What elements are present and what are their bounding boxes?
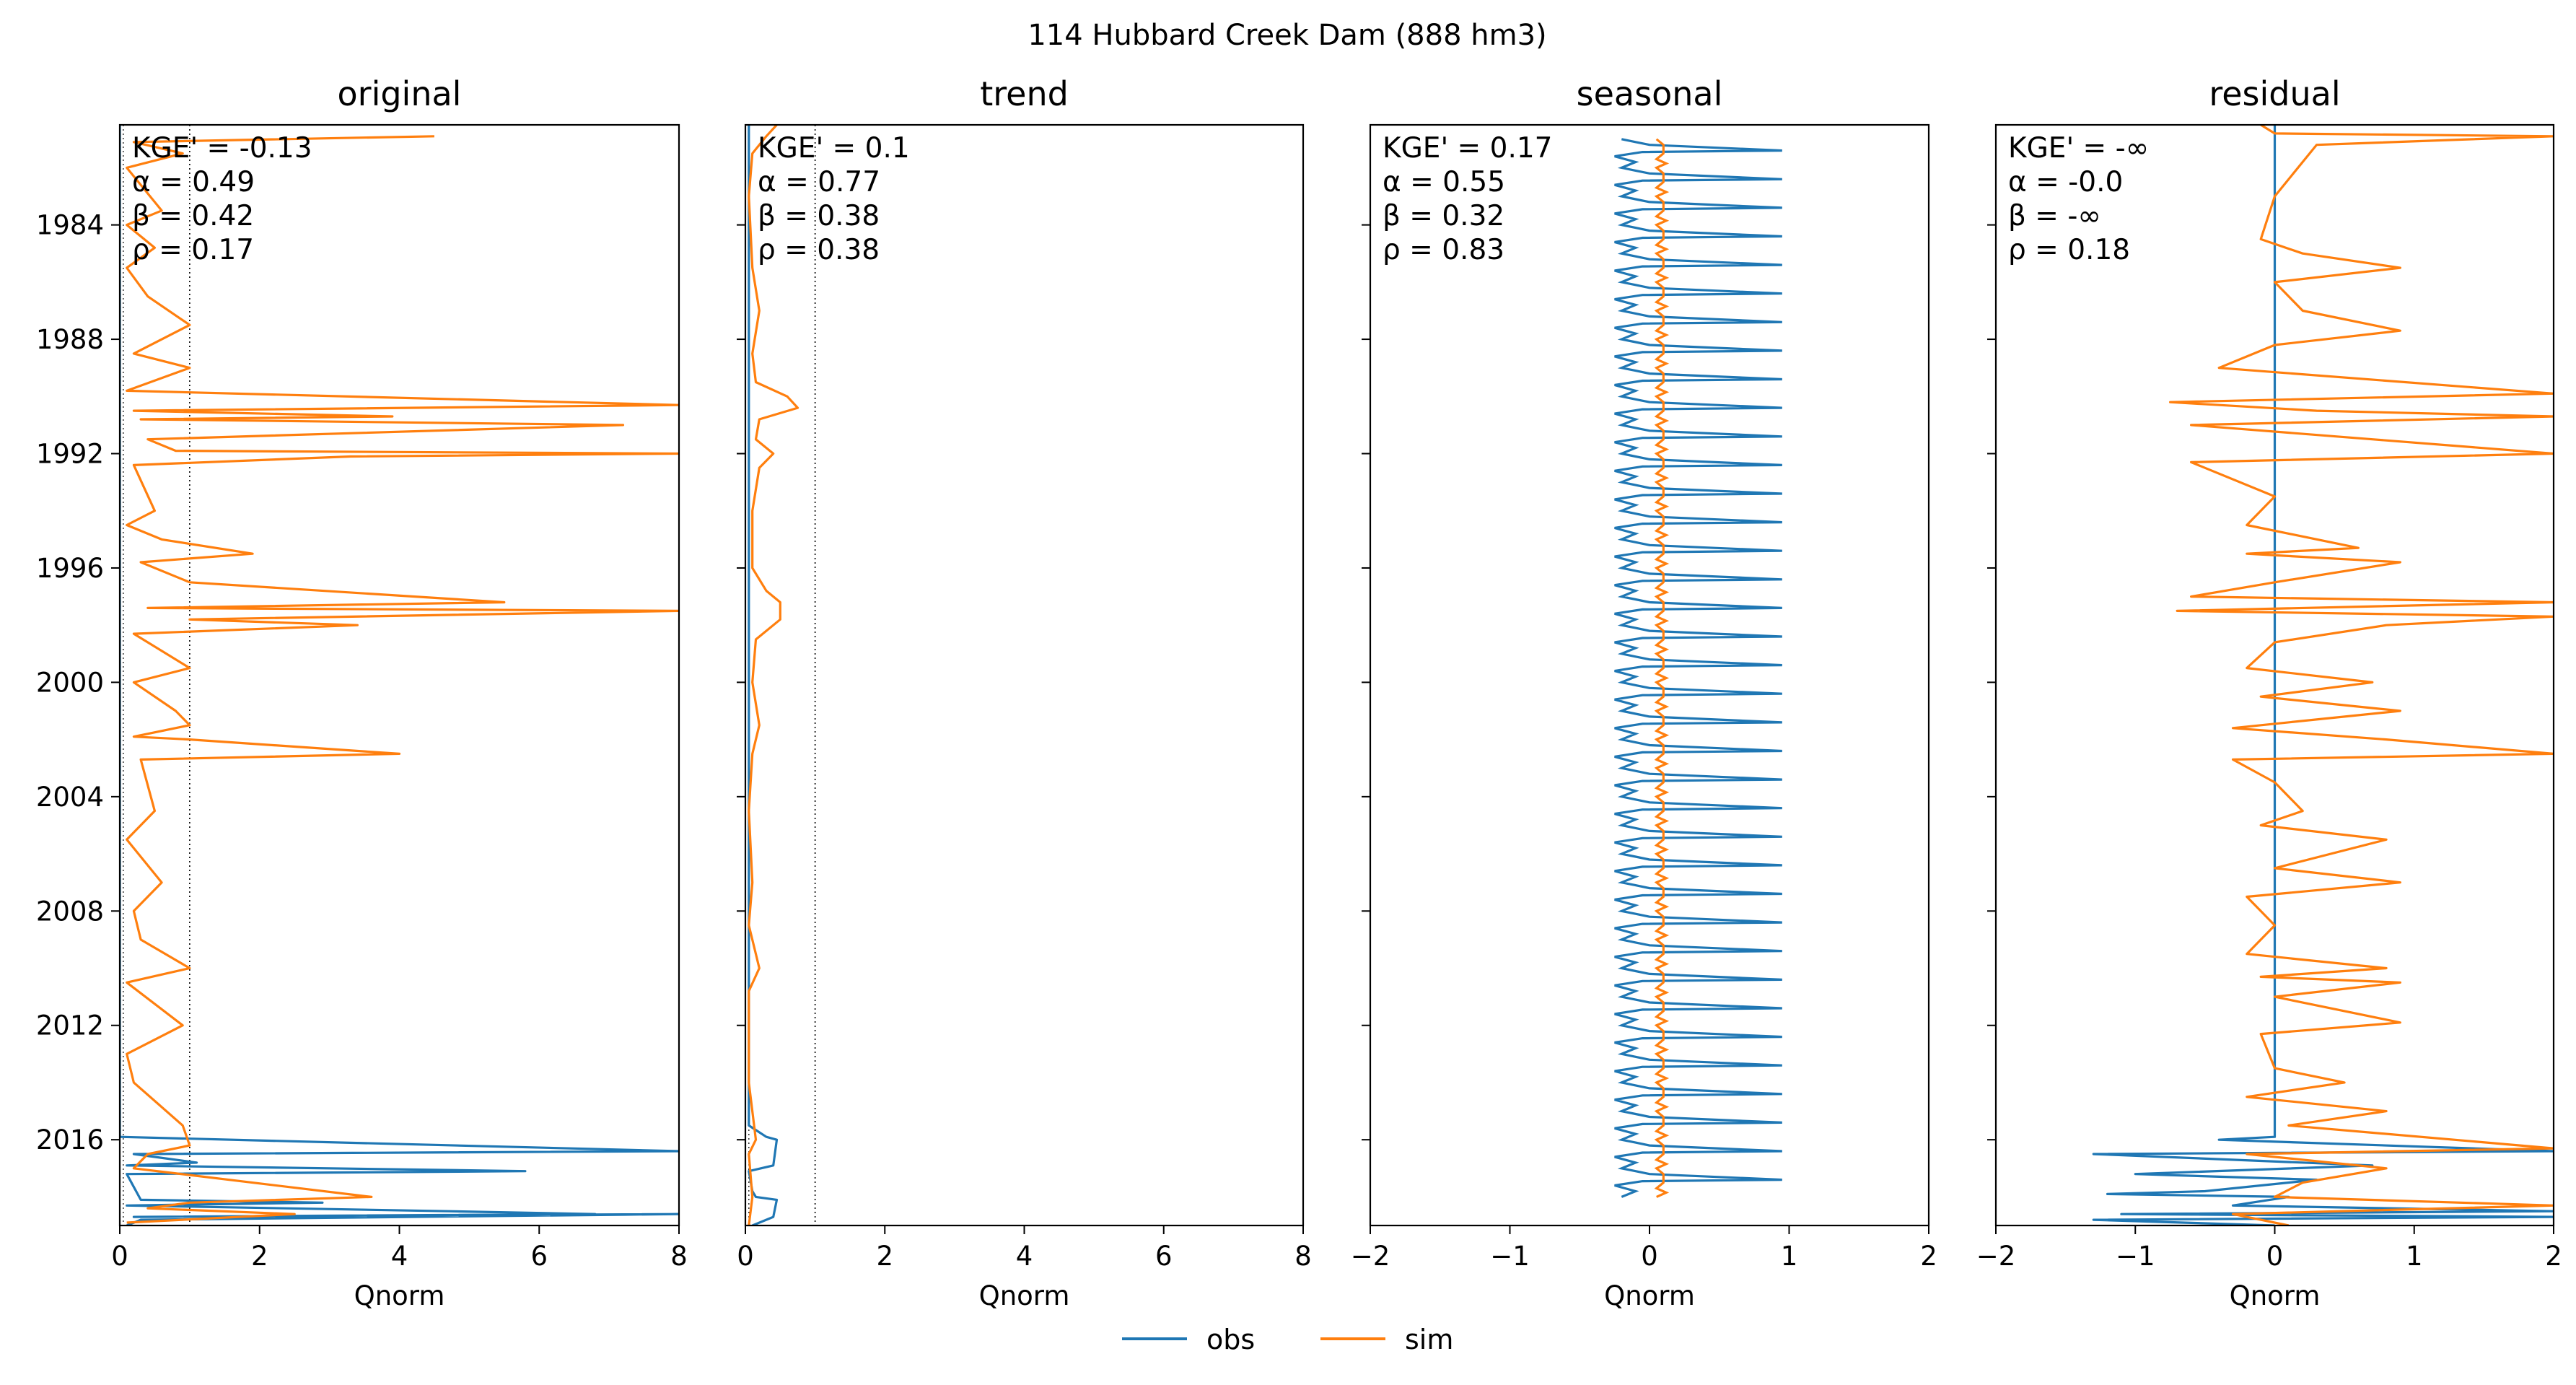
y-tick-label: 2008 [36, 896, 104, 927]
x-tick-label: 1 [2406, 1241, 2423, 1272]
panel-title: residual [2209, 74, 2340, 113]
x-tick-label: 2 [251, 1241, 268, 1272]
x-tick-label: 0 [111, 1241, 128, 1272]
x-tick-label: 6 [1155, 1241, 1173, 1272]
panel-title: seasonal [1577, 74, 1723, 113]
x-tick-label: 0 [1641, 1241, 1658, 1272]
panel-residual: residual −2 −1 0 1 2 Qnorm KGE' = -∞α = -0.0β =… [1976, 74, 2562, 1311]
series-sim-line [2169, 125, 2554, 1225]
metric-label: α = 0.49 [132, 166, 255, 198]
x-axis-label: Qnorm [1604, 1280, 1695, 1311]
series-obs-line [2092, 125, 2554, 1225]
series-obs-line [120, 125, 679, 1225]
panel-original: original 0 2 4 6 8 Qnorm 1984 1988 1992 1996 2000 20… [36, 74, 688, 1311]
metric-label: β = 0.32 [1383, 200, 1504, 232]
y-tick-label: 2000 [36, 667, 104, 698]
y-tick-label: 2016 [36, 1124, 104, 1155]
series-sim-line [1654, 138, 1670, 1198]
metric-label: α = 0.55 [1383, 166, 1505, 198]
metric-label: β = -∞ [2008, 200, 2101, 232]
x-axis-label: Qnorm [2230, 1280, 2321, 1311]
metric-label: ρ = 0.17 [132, 234, 254, 266]
panel-title: original [338, 74, 462, 113]
x-tick-label: 4 [1016, 1241, 1033, 1272]
y-tick-label: 1992 [36, 439, 104, 470]
x-tick-label: 6 [530, 1241, 548, 1272]
x-tick-label: 8 [1294, 1241, 1312, 1272]
figure-title: 114 Hubbard Creek Dam (888 hm3) [1028, 19, 1546, 52]
x-tick-label: 2 [876, 1241, 893, 1272]
legend: obs sim [1122, 1324, 1453, 1355]
panel-title: trend [980, 74, 1069, 113]
metric-label: β = 0.42 [132, 200, 254, 232]
x-tick-label: −2 [1351, 1241, 1390, 1272]
x-tick-label: −1 [2116, 1241, 2155, 1272]
legend-obs-label: obs [1206, 1324, 1255, 1355]
metric-label: ρ = 0.18 [2008, 234, 2130, 266]
x-tick-label: −2 [1976, 1241, 2016, 1272]
x-tick-label: 2 [2545, 1241, 2562, 1272]
y-tick-label: 1988 [36, 324, 104, 355]
y-tick-label: 1996 [36, 553, 104, 584]
series-sim-line [748, 125, 799, 1225]
metric-label: ρ = 0.38 [758, 234, 880, 266]
x-axis-label: Qnorm [979, 1280, 1070, 1311]
y-tick-label: 1984 [36, 210, 104, 241]
metric-label: KGE' = 0.17 [1383, 132, 1552, 165]
metric-label: ρ = 0.83 [1383, 234, 1504, 266]
x-tick-label: 8 [670, 1241, 688, 1272]
x-tick-label: 0 [2266, 1241, 2284, 1272]
series-sim-line [126, 135, 679, 1224]
metric-label: β = 0.38 [758, 200, 880, 232]
metric-label: α = -0.0 [2008, 166, 2123, 198]
metric-label: KGE' = 0.1 [758, 132, 910, 165]
panel-trend: trend 0 2 4 6 8 Qnorm KGE' = 0.1α = 0.77β = 0.3… [737, 74, 1312, 1311]
panel-seasonal: seasonal −2 −1 0 1 2 Qnorm KGE' = 0.17α = 0.55β… [1351, 74, 1937, 1311]
y-tick-label: 2012 [36, 1010, 104, 1041]
series-obs-line [748, 125, 779, 1225]
x-axis-label: Qnorm [354, 1280, 445, 1311]
series-obs-line [1614, 138, 1782, 1198]
x-tick-label: −1 [1490, 1241, 1530, 1272]
metric-label: KGE' = -∞ [2008, 132, 2149, 165]
x-tick-label: 2 [1920, 1241, 1937, 1272]
metric-label: α = 0.77 [758, 166, 880, 198]
y-tick-label: 2004 [36, 782, 104, 813]
legend-sim-label: sim [1405, 1324, 1453, 1355]
x-tick-label: 4 [391, 1241, 408, 1272]
metric-label: KGE' = -0.13 [132, 132, 312, 165]
x-tick-label: 1 [1781, 1241, 1798, 1272]
x-tick-label: 0 [737, 1241, 754, 1272]
